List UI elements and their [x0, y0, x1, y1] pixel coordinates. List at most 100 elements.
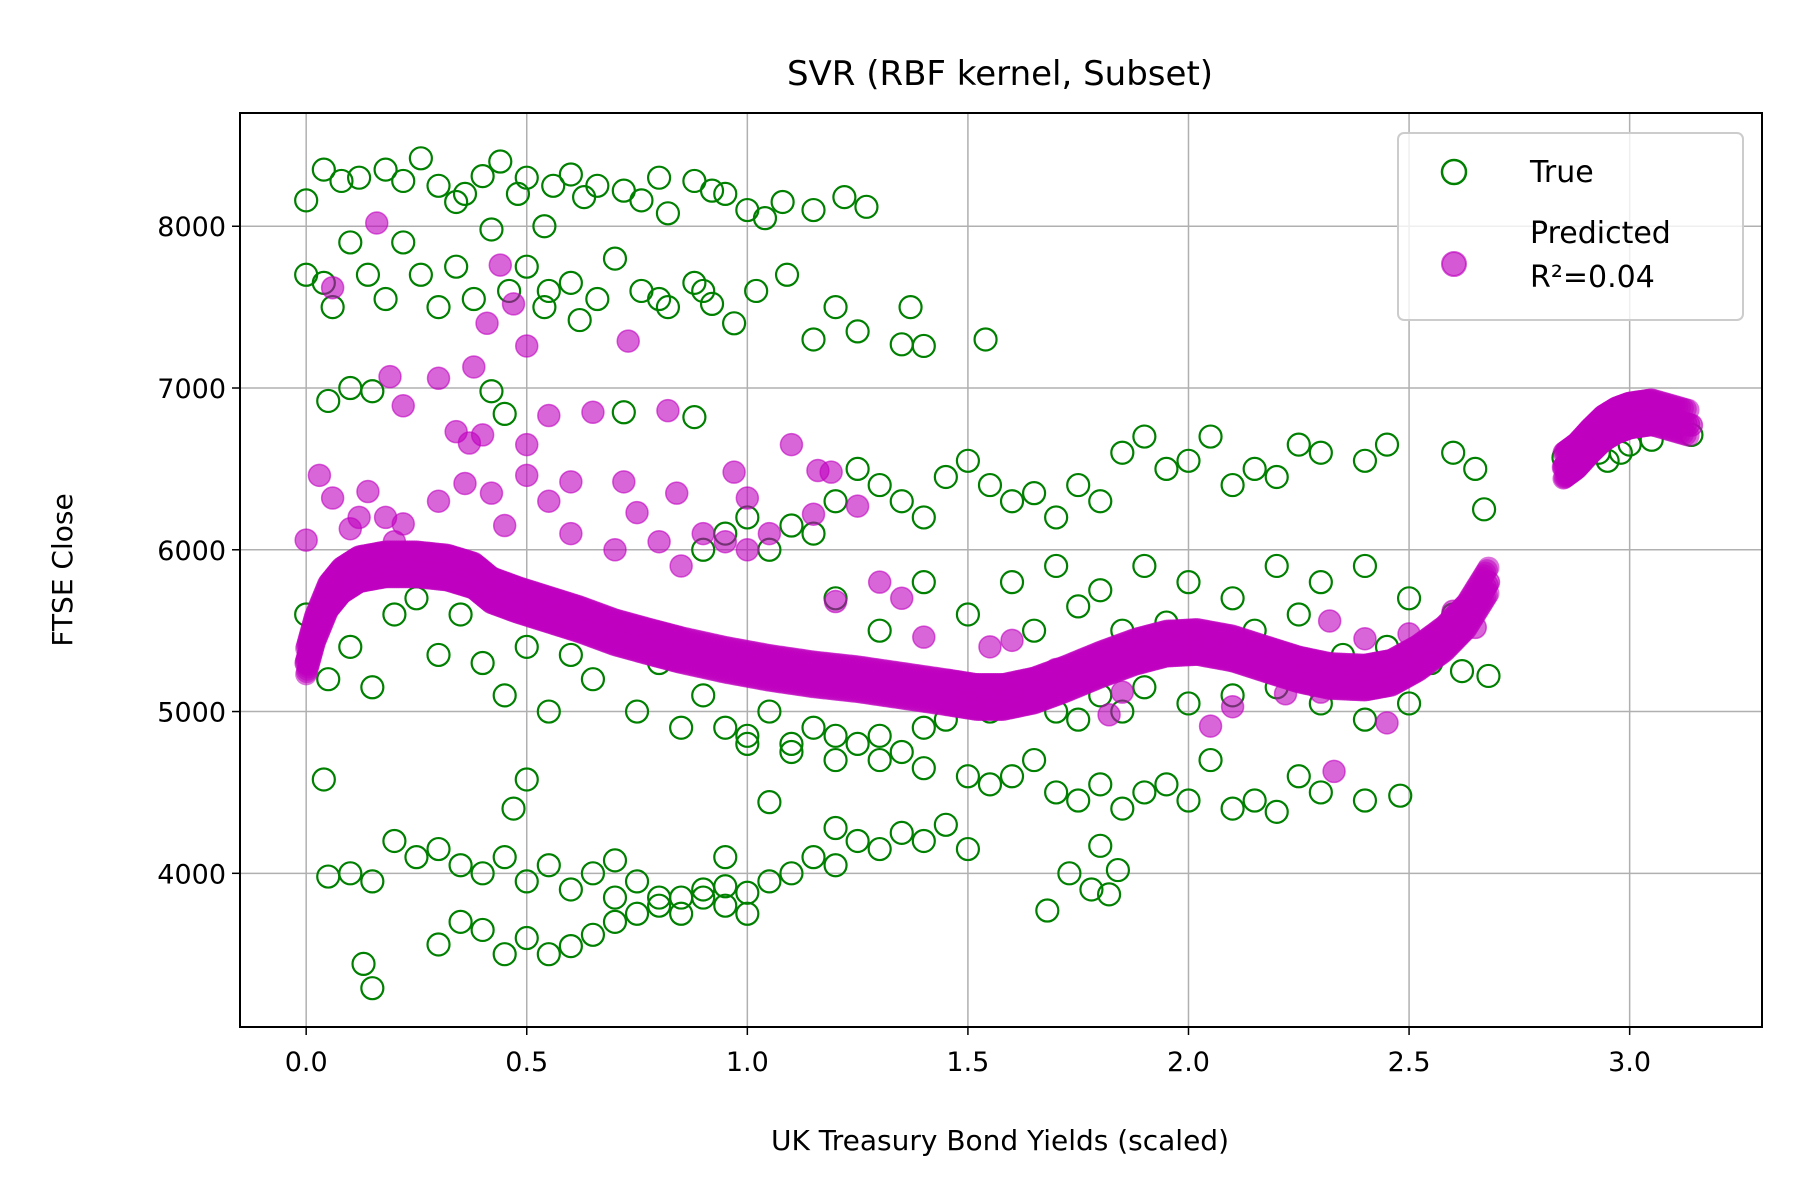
true-point: [1057, 861, 1082, 886]
predicted-point: [382, 529, 407, 554]
true-point: [1110, 440, 1135, 465]
predicted-point: [320, 275, 345, 300]
true-point: [752, 206, 778, 231]
predicted-point: [978, 635, 1002, 659]
predicted-point: [819, 460, 843, 484]
true-point: [382, 828, 407, 854]
true-point: [624, 699, 650, 724]
true-point: [602, 848, 628, 873]
true-point: [391, 230, 416, 255]
true-point: [532, 295, 557, 320]
legend-label-true: True: [1529, 155, 1594, 190]
true-point: [1308, 570, 1333, 595]
true-point: [823, 815, 848, 841]
true-point: [624, 901, 650, 926]
true-point: [655, 201, 681, 226]
predicted-point: [735, 538, 760, 562]
true-point: [629, 188, 654, 213]
true-point: [889, 332, 914, 357]
true-point: [492, 401, 517, 426]
true-point: [911, 828, 936, 854]
true-point: [514, 925, 539, 951]
legend-label-predicted: Predicted: [1530, 216, 1671, 251]
true-point: [448, 602, 473, 627]
true-point: [757, 790, 782, 815]
true-point: [1066, 472, 1091, 498]
true-point: [911, 756, 936, 781]
predicted-point: [722, 460, 746, 484]
x-tick-label: 1.0: [726, 1047, 769, 1078]
true-point: [744, 278, 769, 304]
predicted-point: [453, 471, 477, 496]
true-point: [735, 731, 760, 757]
true-point: [1132, 675, 1157, 700]
true-point: [721, 311, 747, 336]
predicted-point: [426, 366, 451, 391]
predicted-point: [691, 521, 715, 546]
true-point: [1044, 553, 1069, 579]
true-point: [1396, 691, 1422, 716]
true-point: [1220, 796, 1245, 821]
true-point: [699, 291, 725, 316]
predicted-point: [867, 570, 892, 594]
true-point: [338, 230, 363, 255]
true-point: [1286, 764, 1311, 789]
predicted-point: [1353, 627, 1377, 651]
true-point: [501, 796, 526, 821]
true-point: [461, 286, 486, 312]
predicted-point: [616, 329, 640, 353]
true-point: [426, 173, 451, 198]
true-point: [823, 747, 848, 773]
true-point: [1176, 691, 1201, 716]
x-tick-label: 0.5: [505, 1047, 548, 1078]
true-point: [1088, 772, 1113, 797]
true-point: [647, 165, 672, 190]
legend-box: [1397, 132, 1744, 321]
true-point: [955, 602, 981, 627]
true-point: [373, 157, 398, 182]
predicted-point: [347, 505, 371, 530]
true-point: [1463, 456, 1488, 481]
predicted-point: [365, 211, 389, 235]
x-tick-label: 1.5: [946, 1047, 989, 1078]
predicted-point: [1397, 622, 1421, 646]
true-point: [801, 327, 826, 352]
true-point: [514, 869, 539, 894]
true-point: [602, 246, 628, 271]
true-point: [572, 185, 597, 210]
predicted-point: [1679, 413, 1704, 437]
true-point: [845, 456, 870, 481]
true-point: [823, 295, 848, 320]
true-point: [933, 464, 958, 490]
true-point: [1388, 783, 1413, 808]
predicted-point: [647, 529, 671, 554]
true-point: [316, 864, 341, 889]
legend-marker-true: [1440, 158, 1468, 186]
true-point: [1066, 594, 1091, 619]
true-point: [911, 715, 936, 740]
true-point: [801, 845, 826, 870]
true-point: [470, 861, 495, 886]
true-point: [977, 472, 1003, 498]
true-point: [1352, 788, 1378, 813]
true-point: [911, 333, 936, 359]
true-point: [360, 675, 385, 700]
true-point: [691, 278, 716, 304]
predicted-point: [320, 486, 345, 510]
true-point: [1264, 553, 1289, 579]
x-axis-label: UK Treasury Bond Yields (scaled): [771, 1124, 1229, 1157]
true-point: [713, 874, 738, 899]
true-point: [479, 217, 504, 242]
true-point: [845, 828, 870, 854]
true-point: [1374, 432, 1400, 457]
predicted-point: [664, 481, 689, 505]
predicted-point: [713, 529, 738, 554]
true-point: [536, 942, 561, 967]
true-point: [845, 731, 870, 757]
true-point: [470, 163, 495, 189]
true-point: [1220, 472, 1245, 498]
true-point: [404, 586, 429, 611]
predicted-point: [1317, 609, 1342, 633]
true-point: [770, 189, 795, 215]
true-point: [1176, 448, 1201, 473]
